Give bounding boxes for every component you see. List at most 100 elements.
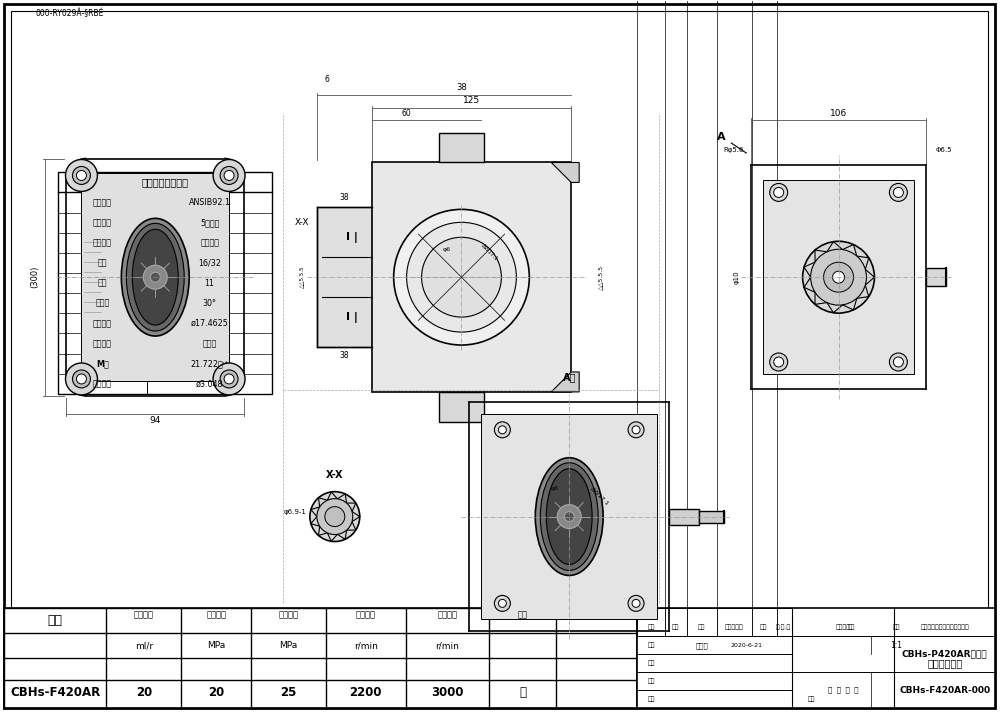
Text: 60: 60 [402,109,412,118]
Text: φ10: φ10 [733,271,739,284]
Text: 2200: 2200 [349,686,382,698]
Text: I |: I | [346,232,358,243]
Text: 平齿根: 平齿根 [203,339,217,348]
Bar [763,180,914,375]
Text: 描图: 描图 [808,696,815,702]
Text: 审核: 审核 [647,661,655,666]
Text: 旋向: 旋向 [518,610,528,619]
Text: 000-RY029Â-§RBÉ: 000-RY029Â-§RBÉ [36,9,104,19]
Text: CBHs-P420AR齿轮泵: CBHs-P420AR齿轮泵 [902,650,988,659]
Circle shape [628,595,644,612]
Circle shape [317,498,353,535]
Text: ø17.4625: ø17.4625 [191,319,229,328]
Text: 图纸文件号: 图纸文件号 [724,624,743,630]
Circle shape [72,167,90,184]
Circle shape [422,237,501,317]
Text: 125: 125 [463,96,480,105]
Circle shape [564,512,574,522]
Text: 设计: 设计 [647,642,655,648]
Ellipse shape [126,224,184,331]
Circle shape [220,167,238,184]
Circle shape [407,222,516,332]
Bar [372,162,571,392]
Bar [317,207,372,347]
Circle shape [889,184,907,201]
Text: 94: 94 [150,417,161,425]
Circle shape [494,422,510,438]
Circle shape [824,262,853,292]
Circle shape [557,505,581,528]
Text: 精度等级: 精度等级 [93,218,112,227]
Text: 夹  量  具  量: 夹 量 具 量 [828,687,858,693]
Text: ø3.048: ø3.048 [196,379,223,388]
Bar [699,511,724,523]
Text: Rφ5.6: Rφ5.6 [723,147,744,153]
Text: 额定排量: 额定排量 [134,610,154,619]
Text: 花键规格: 花键规格 [93,198,112,207]
Bar [751,165,926,389]
Text: 拟制: 拟制 [647,624,655,630]
Text: X-X: X-X [326,470,344,480]
Bar [439,392,484,422]
Text: M値: M値 [96,359,109,368]
Text: 管理: 管理 [647,679,655,684]
Text: 38: 38 [339,350,349,360]
Circle shape [72,370,90,388]
Bar [66,159,244,396]
Text: φ6: φ6 [442,247,451,252]
Bar [4,608,637,708]
Ellipse shape [546,468,592,565]
Circle shape [774,357,784,367]
Circle shape [224,170,234,180]
Text: A向: A向 [563,372,576,382]
Circle shape [774,187,784,197]
Ellipse shape [121,219,189,336]
Text: 20: 20 [136,686,152,698]
Text: A: A [717,132,726,142]
Text: 5级精度: 5级精度 [200,218,219,227]
Text: 30°: 30° [203,299,217,308]
Circle shape [889,353,907,371]
Text: △△5.5.5: △△5.5.5 [599,265,604,290]
Text: 分区: 分区 [698,624,706,630]
Text: Φ6.5: Φ6.5 [936,147,952,153]
Text: X-X: X-X [295,218,309,227]
Text: 常州浩泳润液压科技有限公司: 常州浩泳润液压科技有限公司 [920,624,969,630]
Circle shape [803,241,874,313]
Text: CBHs-F420AR: CBHs-F420AR [10,686,100,698]
Bar [439,132,484,162]
Text: 齿数: 齿数 [98,278,107,288]
Circle shape [498,600,506,607]
Circle shape [76,374,86,384]
Text: 21.722㎧ᵘᵗ: 21.722㎧ᵘᵗ [190,359,229,368]
Bar [926,268,946,286]
Text: φ6: φ6 [550,486,558,491]
Text: 1:1: 1:1 [890,641,902,650]
Circle shape [224,374,234,384]
Bar [81,174,229,381]
Circle shape [76,170,86,180]
Text: 重量: 重量 [848,624,855,630]
Text: CBHs-F420AR-000: CBHs-F420AR-000 [899,686,990,695]
Circle shape [150,272,160,282]
Text: φ6.9-1: φ6.9-1 [283,508,306,515]
Text: ΔW17.1: ΔW17.1 [589,486,609,507]
Circle shape [213,363,245,395]
Text: r/min: r/min [436,642,459,650]
Text: 齿根形状: 齿根形状 [93,339,112,348]
Text: MPa: MPa [279,642,298,650]
Text: 最高转速: 最高转速 [438,610,458,619]
Text: 签名: 签名 [760,624,767,630]
Circle shape [65,159,97,192]
Bar [58,172,272,394]
Text: ml/r: ml/r [135,642,153,650]
Text: 额定转速: 额定转速 [356,610,376,619]
Text: 16/32: 16/32 [198,258,221,268]
Text: ΔW17.1: ΔW17.1 [480,243,499,261]
Text: 比例: 比例 [893,624,900,630]
Text: 年.月.日: 年.月.日 [776,624,791,630]
Text: r/min: r/min [354,642,378,650]
Text: 审核标记: 审核标记 [836,624,851,630]
Text: 齿开线花键参数表: 齿开线花键参数表 [141,177,188,187]
Polygon shape [551,162,579,182]
